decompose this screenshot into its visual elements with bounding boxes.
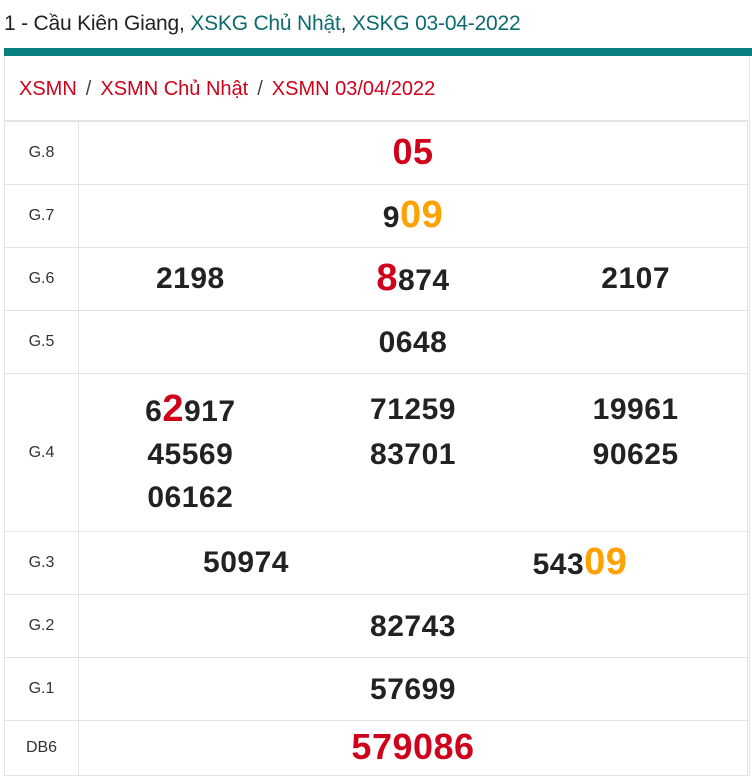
highlighted-digits: 05 xyxy=(392,131,434,172)
lottery-number: 57699 xyxy=(79,668,747,711)
page-heading: 1 - Cầu Kiên Giang, XSKG Chủ Nhật, XSKG … xyxy=(4,12,521,36)
prize-label: G.5 xyxy=(4,310,79,374)
prize-label: DB6 xyxy=(4,720,79,776)
breadcrumb-separator: / xyxy=(85,78,92,100)
prize-row-db6: DB6 579086 xyxy=(4,720,748,776)
highlighted-digits: 2 xyxy=(162,388,184,430)
prize-label: G.4 xyxy=(4,373,79,532)
number-grid: 50974 54309 xyxy=(79,541,747,586)
digits: 83701 xyxy=(370,438,456,471)
lottery-number: 8874 xyxy=(302,257,525,302)
prize-row-g7: G.7 909 xyxy=(4,184,748,248)
number-grid: 05 xyxy=(79,130,747,176)
heading-link-date[interactable]: XSKG 03-04-2022 xyxy=(351,12,521,35)
digits: 2107 xyxy=(601,261,671,295)
lottery-number: 2107 xyxy=(524,257,747,302)
lottery-number: 90625 xyxy=(524,433,747,476)
lottery-number: 909 xyxy=(79,194,747,239)
prize-row-g4: G.4 62917 71259 19961 45569 83701 90625 06162 xyxy=(4,373,748,532)
lottery-number: 0648 xyxy=(79,321,747,364)
lottery-number: 45569 xyxy=(79,433,302,476)
breadcrumb-xsmn[interactable]: XSMN xyxy=(19,78,77,100)
digits: 19961 xyxy=(592,393,679,426)
lottery-number: 62917 xyxy=(79,388,302,433)
accent-bar xyxy=(4,48,752,56)
breadcrumb-separator: / xyxy=(257,78,263,100)
prize-row-g3: G.3 50974 54309 xyxy=(4,531,748,595)
digits: 82743 xyxy=(370,609,456,643)
prize-label: G.3 xyxy=(4,531,79,595)
breadcrumb-xsmn-sunday[interactable]: XSMN Chủ Nhật xyxy=(100,78,249,100)
digits: 45569 xyxy=(147,438,234,471)
breadcrumb-xsmn-date[interactable]: XSMN 03/04/2022 xyxy=(271,78,436,100)
number-grid: 0648 xyxy=(79,321,747,364)
highlighted-digits: 09 xyxy=(399,193,444,236)
prize-label: G.1 xyxy=(4,657,79,721)
lottery-number: 83701 xyxy=(302,433,525,476)
digits: 90625 xyxy=(592,438,679,471)
digits: 2198 xyxy=(155,261,225,295)
digits: 9 xyxy=(382,200,400,234)
prize-numbers: 05 xyxy=(78,120,748,185)
prize-label: G.2 xyxy=(4,594,79,658)
digits: 874 xyxy=(398,263,450,297)
number-grid: 2198 8874 2107 xyxy=(79,257,747,302)
prize-numbers: 50974 54309 xyxy=(78,531,748,595)
prize-numbers: 62917 71259 19961 45569 83701 90625 06162 xyxy=(78,373,748,532)
prize-row-g5: G.5 0648 xyxy=(4,310,748,374)
prize-row-g2: G.2 82743 xyxy=(4,594,748,658)
lottery-number: 579086 xyxy=(79,725,747,771)
digits: 71259 xyxy=(370,393,456,426)
heading-text: 1 - Cầu Kiên Giang, xyxy=(4,12,191,35)
number-grid: 82743 xyxy=(79,605,747,648)
heading-link-weekday[interactable]: XSKG Chủ Nhật xyxy=(190,12,341,35)
prize-label: G.8 xyxy=(4,120,79,185)
digits: 543 xyxy=(532,547,585,581)
prize-numbers: 57699 xyxy=(78,657,748,721)
prize-numbers: 579086 xyxy=(78,720,748,776)
prize-numbers: 909 xyxy=(78,184,748,248)
prize-numbers: 0648 xyxy=(78,310,748,374)
digits: 57699 xyxy=(370,672,456,706)
number-grid: 57699 xyxy=(79,668,747,711)
prize-row-g6: G.6 2198 8874 2107 xyxy=(4,247,748,311)
lottery-number: 82743 xyxy=(79,605,747,648)
lottery-number: 19961 xyxy=(524,388,747,433)
lottery-number: 2198 xyxy=(79,257,302,302)
highlighted-digits: 579086 xyxy=(351,726,475,767)
lottery-number: 05 xyxy=(79,130,747,176)
prize-numbers: 82743 xyxy=(78,594,748,658)
digits: 0648 xyxy=(378,325,448,359)
lottery-number: 50974 xyxy=(79,541,413,586)
breadcrumb: XSMN / XSMN Chủ Nhật / XSMN 03/04/2022 xyxy=(19,78,435,101)
highlighted-digits: 8 xyxy=(376,256,399,299)
digits: 917 xyxy=(183,395,236,428)
highlighted-digits: 09 xyxy=(584,540,628,583)
lottery-number: 71259 xyxy=(302,388,525,433)
prize-row-g8: G.8 05 xyxy=(4,120,748,185)
lottery-number: 54309 xyxy=(413,541,747,586)
digits: 06162 xyxy=(147,481,234,514)
digits: 6 xyxy=(145,395,163,428)
prize-label: G.6 xyxy=(4,247,79,311)
number-grid: 909 xyxy=(79,194,747,239)
number-grid: 579086 xyxy=(79,725,747,771)
prize-row-g1: G.1 57699 xyxy=(4,657,748,721)
number-grid: 62917 71259 19961 45569 83701 90625 06162 xyxy=(79,388,747,519)
lottery-number: 06162 xyxy=(79,476,302,519)
heading-separator: , xyxy=(340,12,352,35)
results-table: G.8 05 G.7 909 G.6 2198 8874 2107 G.5 0648 G.4 6291… xyxy=(4,120,748,776)
prize-label: G.7 xyxy=(4,184,79,248)
prize-numbers: 2198 8874 2107 xyxy=(78,247,748,311)
digits: 50974 xyxy=(203,545,289,579)
